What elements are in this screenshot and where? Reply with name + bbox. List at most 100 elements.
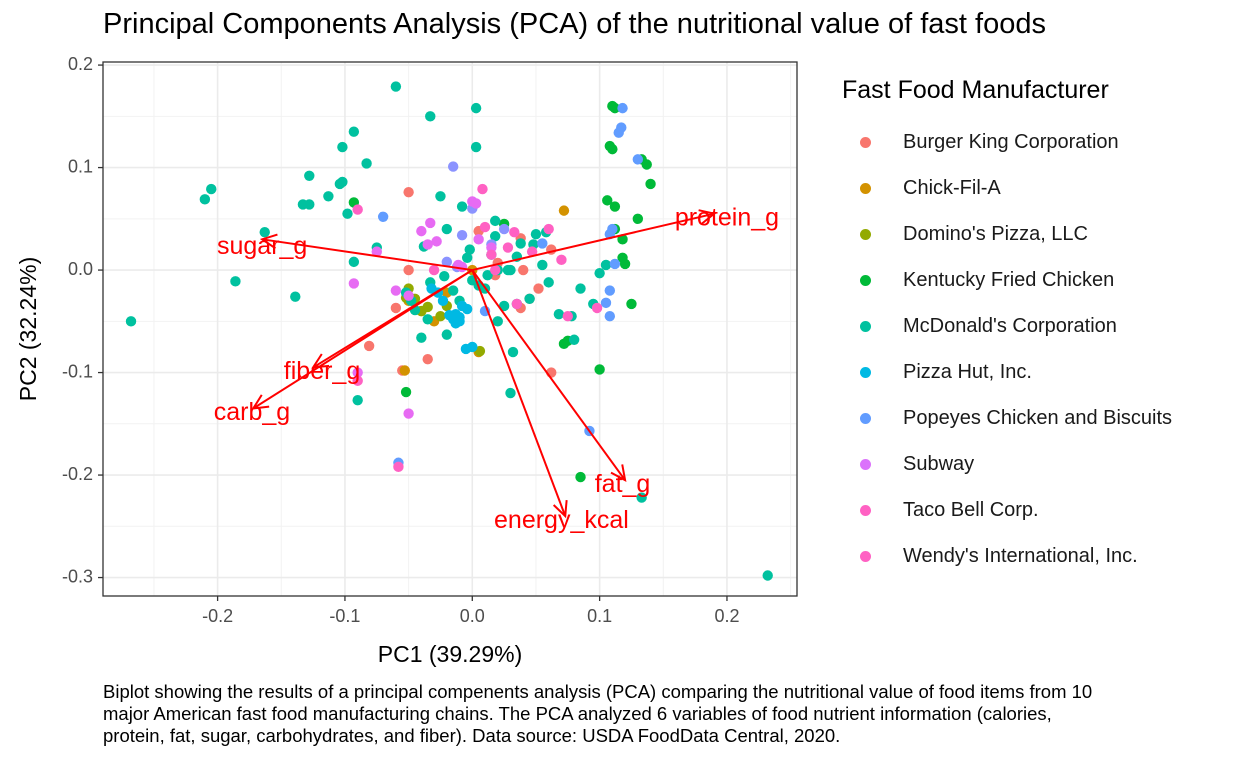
data-point [609,258,621,270]
data-point [604,285,616,296]
data-point [607,143,618,155]
loading-label: carb_g [214,398,290,426]
loading-arrowhead [610,464,627,483]
data-point [543,223,554,235]
legend-label: Pizza Hut, Inc. [903,361,1032,384]
data-point [645,178,656,190]
data-point [454,316,465,327]
data-point [470,102,482,114]
legend-title: Fast Food Manufacturer [842,76,1109,104]
data-point [337,141,348,153]
data-point [537,259,548,271]
data-point [609,102,621,114]
data-point [416,225,427,237]
data-point [626,298,637,310]
x-tick-label: 0.2 [714,606,739,626]
data-point [393,461,404,473]
loading-label: protein_g [675,203,779,231]
data-point [304,170,315,181]
data-point [390,302,402,314]
data-point [352,367,363,378]
data-point [568,334,580,345]
data-point [435,191,446,202]
data-point [617,102,628,114]
data-point [470,198,482,209]
data-point [422,239,433,250]
legend-item: Pizza Hut, Inc. [842,349,1172,395]
legend-item: Taco Bell Corp. [842,488,1172,534]
loading-arrowhead [698,209,717,225]
legend-item: Wendy's International, Inc. [842,534,1172,580]
data-point [609,201,621,212]
data-point [399,365,410,376]
data-point [377,211,389,222]
legend-key [860,182,871,194]
data-point [352,375,363,386]
legend-label: McDonald's Corporation [903,314,1117,337]
data-point [607,223,618,235]
legend-label: Burger King Corporation [903,130,1119,153]
data-point [441,256,453,268]
data-point [435,310,446,322]
data-point [604,310,616,322]
data-point [556,254,567,266]
data-point [259,226,270,238]
data-point [456,261,468,273]
x-axis-title: PC1 (39.29%) [378,641,522,667]
loading-arrowhead [259,233,278,250]
data-point [422,354,433,365]
data-point [467,341,478,353]
data-point [403,290,414,301]
data-point [390,81,402,92]
figure-caption: Biplot showing the results of a principa… [103,681,1093,746]
data-point [505,387,516,399]
legend-key [860,136,871,148]
data-point [498,300,510,312]
y-axis-title: PC2 (32.24%) [15,257,41,401]
data-point [553,308,565,320]
data-point [600,297,612,309]
data-point [602,195,613,206]
data-point [594,267,605,279]
data-point [422,301,433,313]
loading-arrow [252,269,473,410]
data-point [199,194,211,205]
data-point [447,161,459,172]
data-point [371,246,382,257]
data-point [617,234,628,245]
data-point [533,283,544,294]
data-point [492,316,503,327]
data-point [505,264,516,276]
data-point [425,111,436,122]
legend-item: Domino's Pizza, LLC [842,211,1172,257]
data-point [337,176,348,188]
legend-key [860,505,871,517]
loading-label: energy_kcal [494,506,629,534]
data-point [290,291,301,302]
legend-key [860,228,871,240]
legend-key [860,459,871,471]
data-point [490,231,501,242]
data-point [474,345,486,357]
data-point [632,154,644,165]
pca-biplot: protein_g sugar_g fiber_g carb_g fat_genergy… [15,54,798,667]
y-tick-label: -0.1 [62,361,93,381]
data-point [447,285,459,296]
legend-key [860,320,871,332]
y-tick-label: -0.2 [62,464,93,484]
data-point [762,570,773,581]
data-point [437,295,449,307]
data-point [636,492,647,503]
data-point [428,264,440,276]
data-point [515,238,526,249]
data-point [477,183,488,195]
legend-item: Kentucky Fried Chicken [842,257,1172,303]
plot-border [102,61,798,597]
data-point [416,332,427,343]
data-point [470,141,482,153]
data-point [473,234,484,245]
plot-panel [103,62,797,596]
data-point [206,183,217,195]
data-point [486,249,497,260]
data-point [594,364,605,375]
